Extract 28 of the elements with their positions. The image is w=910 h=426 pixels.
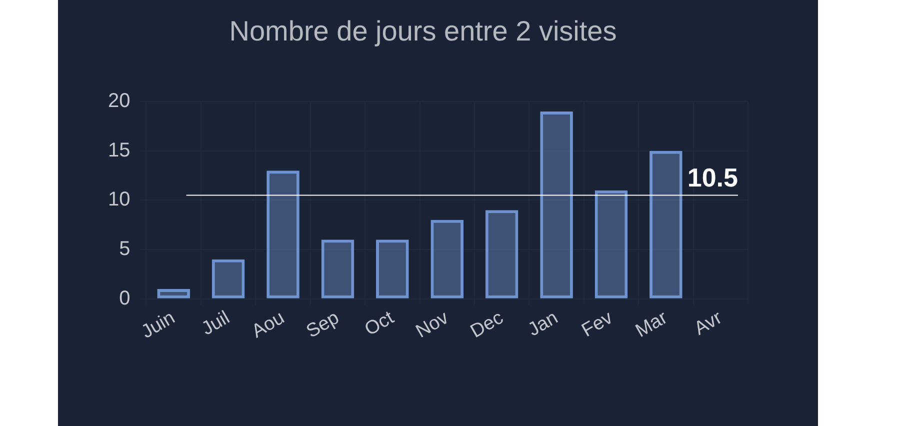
y-tick-label: 20 — [108, 90, 130, 112]
bar — [321, 240, 354, 298]
x-tick-label: Fev — [578, 307, 617, 342]
x-tick-label: Avr — [690, 307, 726, 340]
x-tick-label: Oct — [361, 307, 398, 340]
x-tick-label: Sep — [303, 307, 343, 342]
x-tick-label: Jan — [524, 307, 562, 341]
bar — [376, 240, 409, 298]
bar — [540, 111, 573, 298]
bar — [594, 190, 628, 298]
bar — [430, 220, 464, 298]
x-tick-label: Nov — [412, 307, 453, 342]
y-tick-label: 15 — [108, 139, 130, 162]
y-tick-label: 0 — [119, 287, 130, 310]
x-tick-label: Aou — [248, 307, 288, 342]
bar — [266, 170, 300, 298]
y-tick-label: 10 — [108, 188, 130, 211]
chart-title: Nombre de jours entre 2 visites — [229, 16, 617, 47]
bar — [212, 259, 245, 298]
x-tick-label: Dec — [467, 307, 507, 342]
x-tick-label: Mar — [632, 307, 672, 342]
x-tick-label: Juin — [138, 307, 179, 343]
bar — [157, 288, 190, 298]
y-tick-label: 5 — [119, 238, 130, 260]
ref-line-label: 10.5 — [687, 162, 738, 192]
x-tick-label: Juil — [198, 307, 234, 340]
bar — [650, 150, 682, 298]
bar — [485, 210, 518, 298]
